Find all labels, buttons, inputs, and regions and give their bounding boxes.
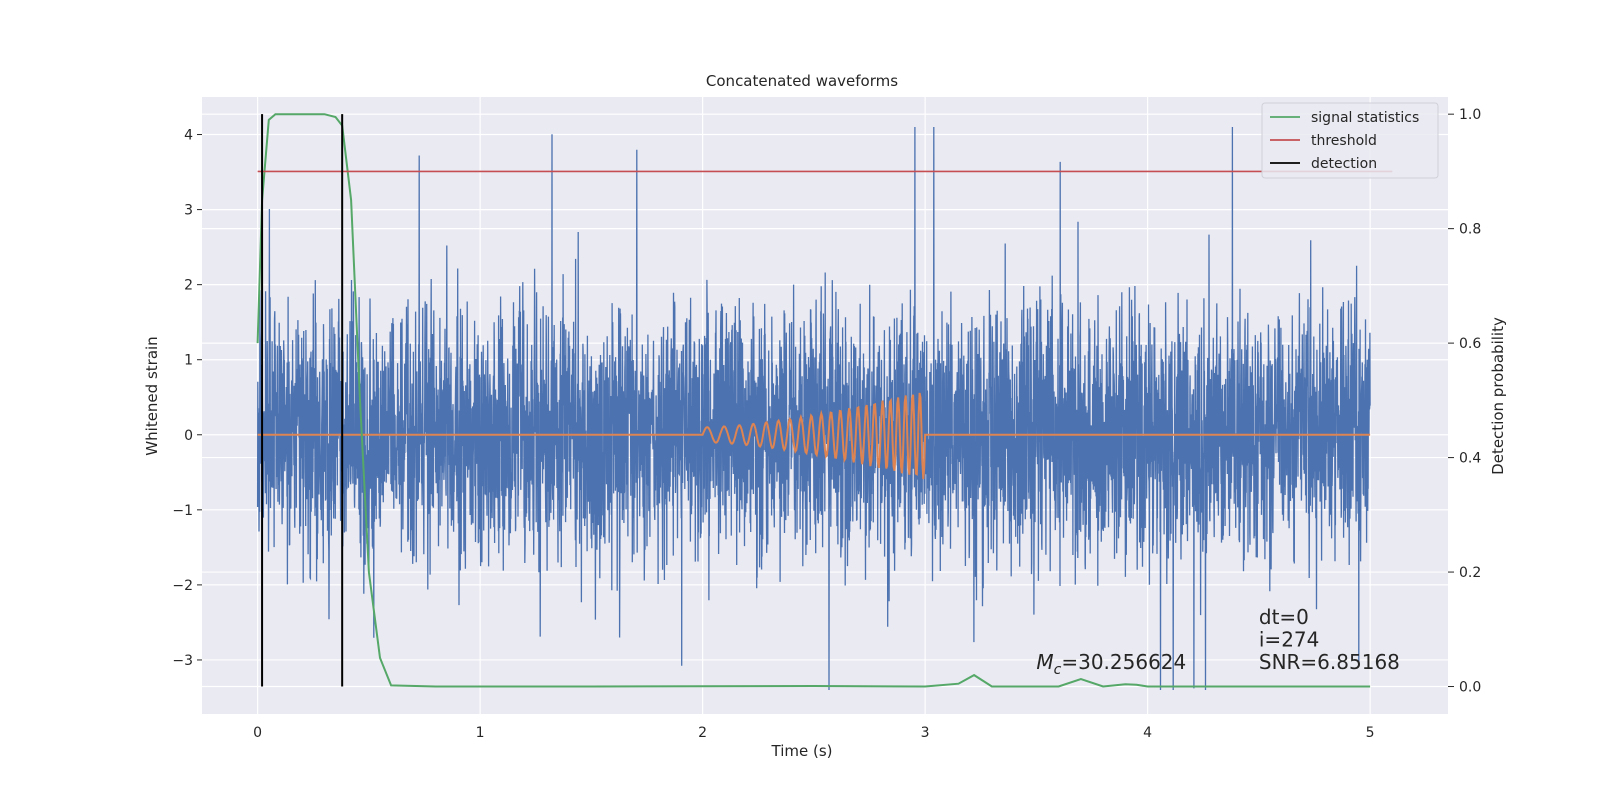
template-line <box>257 392 1371 480</box>
y-right-tick-label: 0.8 <box>1459 222 1481 238</box>
legend-entry-label: threshold <box>1311 133 1377 149</box>
legend-entry-label: signal statistics <box>1311 110 1419 126</box>
y-right-tick-label: 0.4 <box>1459 451 1481 467</box>
legend: signal statistics threshold detection <box>1261 102 1439 179</box>
y-right-tick-label: 0.6 <box>1459 336 1481 352</box>
series-layer <box>256 113 1393 691</box>
x-tick-label: 4 <box>1143 725 1152 741</box>
y-tick-label: −2 <box>172 578 193 594</box>
y-tick-label: 4 <box>184 128 193 144</box>
x-tick-label: 1 <box>476 725 485 741</box>
x-tick-label: 0 <box>253 725 262 741</box>
axes-layer: 0 1 2 3 4 5 −3 −2 −1 0 1 2 3 4 0.0 0.2 0.4 0.6 0.8 1.0 <box>172 107 1481 741</box>
y-tick-label: 2 <box>184 278 193 294</box>
x-tick-label: 2 <box>698 725 707 741</box>
y-axis-label: Whitened strain <box>143 336 161 455</box>
y-tick-label: −3 <box>172 653 193 669</box>
y-right-axis-label: Detection probability <box>1489 317 1507 475</box>
annotation-text: SNR=6.85168 <box>1259 650 1400 674</box>
annotation-text: dt=0 <box>1259 605 1309 629</box>
y-right-tick-label: 0.0 <box>1459 680 1481 696</box>
annotation-text: i=274 <box>1259 627 1320 651</box>
annotation-text: Mc=30.256624 <box>1036 650 1186 678</box>
x-tick-label: 5 <box>1366 725 1375 741</box>
y-tick-label: 3 <box>184 203 193 219</box>
y-tick-label: 1 <box>184 353 193 369</box>
strain-line <box>256 126 1371 691</box>
y-right-tick-label: 1.0 <box>1459 107 1481 123</box>
x-tick-label: 3 <box>921 725 930 741</box>
y-tick-label: −1 <box>172 503 193 519</box>
y-right-tick-label: 0.2 <box>1459 565 1481 581</box>
legend-entry-label: detection <box>1311 156 1377 172</box>
signal-statistics-line <box>256 113 1371 688</box>
x-axis-label: Time (s) <box>771 742 833 760</box>
legend-box <box>1261 102 1439 179</box>
y-tick-label: 0 <box>184 428 193 444</box>
chart-title: Concatenated waveforms <box>706 72 898 90</box>
